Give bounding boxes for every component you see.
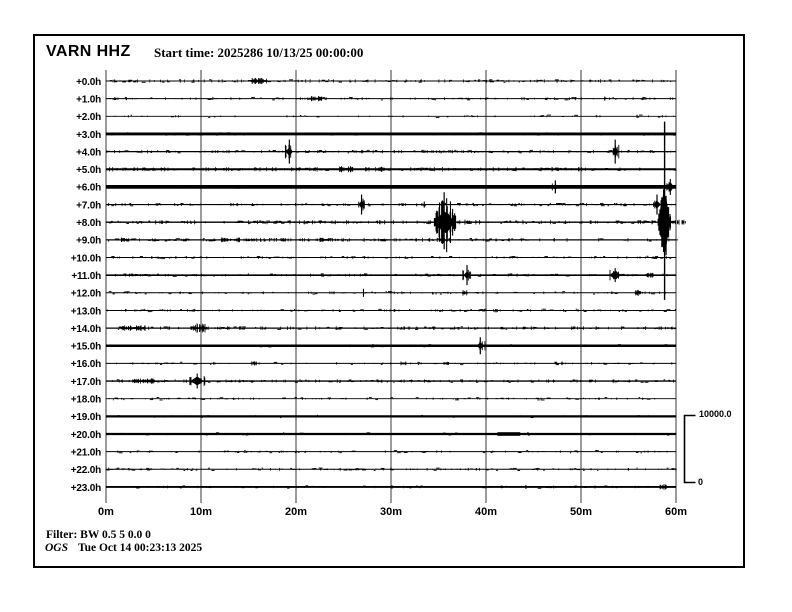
plot-frame-border <box>33 34 745 568</box>
seismic-event <box>284 139 293 164</box>
y-axis-label: +4.0h <box>76 147 101 158</box>
seismic-event <box>319 237 330 242</box>
trace-row-11 <box>106 265 676 286</box>
minute-gridlines <box>105 70 677 503</box>
seismic-event <box>611 139 620 164</box>
trace-row-8 <box>106 121 686 300</box>
y-axis-label: +19.0h <box>71 412 101 423</box>
y-axis-label: +17.0h <box>71 377 101 388</box>
seismic-event <box>462 265 472 286</box>
trace-row-14 <box>106 323 677 333</box>
x-axis-label: 40m <box>475 506 497 518</box>
trace-row-2 <box>106 114 676 119</box>
y-axis-label: +23.0h <box>71 483 101 494</box>
seismic-event <box>377 166 386 172</box>
scale-min-label: 0 <box>698 477 704 487</box>
seismic-event <box>251 361 257 366</box>
y-axis-label: +22.0h <box>71 465 101 476</box>
seismic-event <box>400 361 407 366</box>
seismic-event <box>309 96 323 102</box>
seismic-event <box>634 289 642 296</box>
y-axis-label: +1.0h <box>76 94 101 105</box>
trace-row-15 <box>106 337 676 355</box>
y-axis-label: +20.0h <box>71 430 101 441</box>
x-axis-label: 60m <box>665 506 687 518</box>
trace-row-9 <box>106 237 679 243</box>
seismic-event <box>220 237 229 243</box>
y-axis-label: +2.0h <box>76 112 101 123</box>
seismic-event <box>133 378 155 384</box>
seismic-event <box>433 192 482 253</box>
trace-row-7 <box>106 194 676 215</box>
trace-row-6 <box>106 178 676 195</box>
trace-row-1 <box>106 96 676 102</box>
trace-row-12 <box>106 288 676 297</box>
trace-row-5 <box>106 166 677 173</box>
seismic-event <box>609 268 622 283</box>
trace-row-13 <box>106 308 677 313</box>
y-axis-label: +7.0h <box>76 200 101 211</box>
y-axis-label: +9.0h <box>76 236 101 247</box>
seismic-event <box>192 323 206 333</box>
y-axis-label: +15.0h <box>71 342 101 353</box>
x-axis-label: 50m <box>570 506 592 518</box>
trace-row-10 <box>106 255 676 260</box>
seismic-event <box>189 373 206 389</box>
y-axis-label: +14.0h <box>71 324 101 335</box>
trace-row-21 <box>106 449 676 454</box>
trace-row-18 <box>106 396 676 401</box>
scale-max-label: 10000.0 <box>699 409 732 419</box>
agency-label: OGS <box>45 542 69 554</box>
seismic-event <box>462 289 468 296</box>
filter-label: Filter: BW 0.5 5 0.0 0 <box>46 529 151 541</box>
y-axis-label: +3.0h <box>76 130 101 141</box>
start-time-label: Start time: 2025286 10/13/25 00:00:00 <box>154 45 364 60</box>
x-axis-label: 0m <box>98 506 114 518</box>
y-axis-label: +18.0h <box>71 395 101 406</box>
seismic-event <box>121 325 146 331</box>
seismic-event <box>234 237 241 243</box>
x-axis-label: 30m <box>380 506 402 518</box>
seismic-event <box>358 194 365 215</box>
trace-row-17 <box>106 373 676 389</box>
y-axis-label: +13.0h <box>71 306 101 317</box>
seismic-event <box>497 432 521 436</box>
generated-timestamp-label: Tue Oct 14 00:23:13 2025 <box>78 542 203 554</box>
y-axis-label: +5.0h <box>76 165 101 176</box>
y-axis-label: +6.0h <box>76 183 101 194</box>
y-axis-label: +8.0h <box>76 218 101 229</box>
seismic-event <box>120 237 130 242</box>
amplitude-scale-bracket <box>683 414 696 484</box>
trace-row-23 <box>106 484 676 490</box>
x-axis-label: 10m <box>190 506 212 518</box>
y-axis-label: +12.0h <box>71 289 101 300</box>
seismic-event <box>645 272 654 278</box>
seismic-event <box>250 77 267 85</box>
y-axis-label: +10.0h <box>71 253 101 264</box>
y-axis-label: +0.0h <box>76 77 101 88</box>
y-axis-label: +11.0h <box>71 271 101 282</box>
trace-row-3 <box>106 132 676 136</box>
seismic-event <box>443 361 449 366</box>
trace-row-4 <box>106 139 676 164</box>
seismic-event <box>657 121 686 300</box>
x-axis-label: 20m <box>285 506 307 518</box>
trace-row-19 <box>106 414 676 419</box>
trace-row-16 <box>106 361 676 366</box>
seismic-event <box>659 484 668 490</box>
seismic-event <box>666 178 674 195</box>
seismic-event <box>476 337 486 355</box>
y-axis-label: +21.0h <box>71 447 101 458</box>
trace-row-22 <box>105 467 677 471</box>
y-axis-label: +16.0h <box>71 359 101 370</box>
seismic-event <box>339 166 354 173</box>
seismic-event <box>550 180 561 194</box>
trace-row-0 <box>106 77 676 85</box>
station-title: VARN HHZ <box>46 43 131 60</box>
trace-row-20 <box>106 432 677 436</box>
